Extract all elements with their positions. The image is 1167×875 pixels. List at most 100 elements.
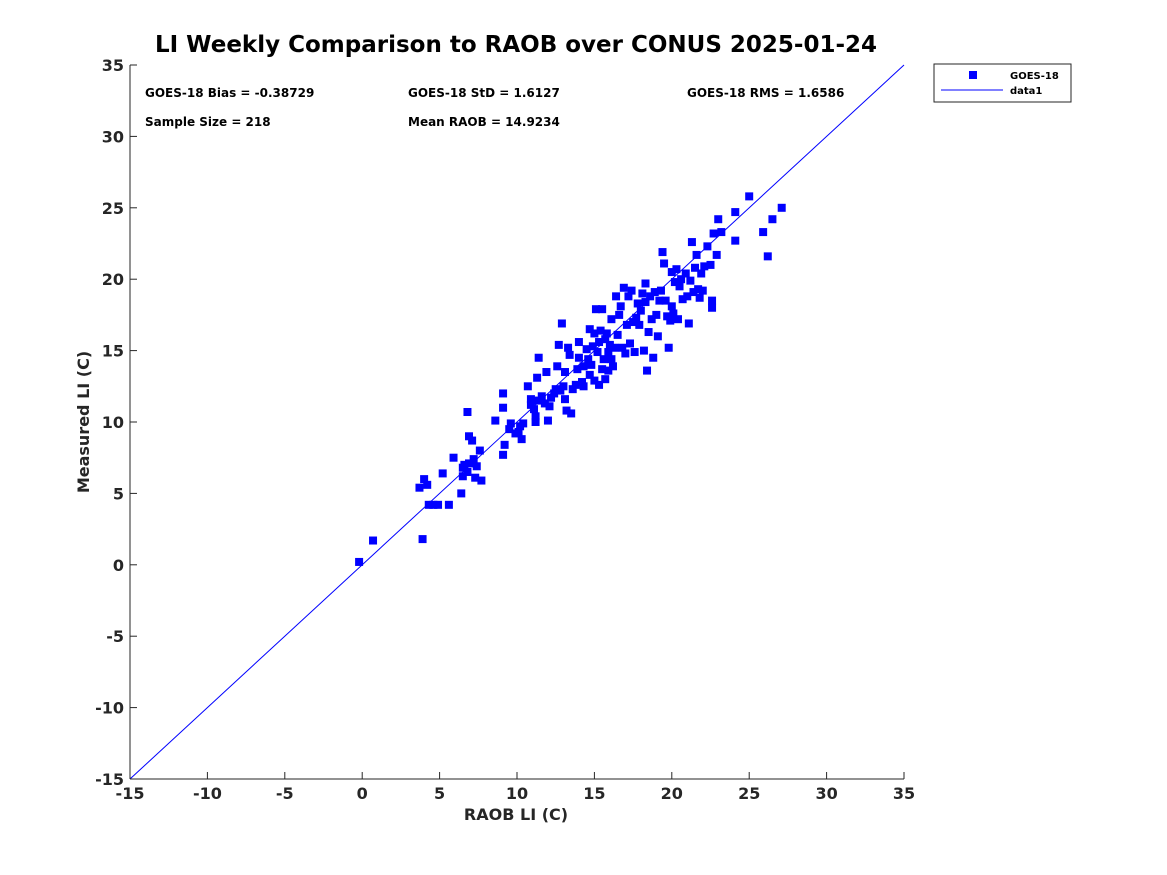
scatter-point — [706, 260, 715, 269]
scatter-point — [777, 203, 786, 212]
y-tick-label: 20 — [102, 270, 124, 289]
scatter-point — [463, 408, 472, 417]
chart-title: LI Weekly Comparison to RAOB over CONUS … — [155, 32, 877, 58]
scatter-point — [712, 250, 721, 259]
scatter-point — [550, 389, 559, 398]
scatter-point — [420, 475, 429, 484]
scatter-point — [687, 238, 696, 247]
scatter-point — [633, 299, 642, 308]
scatter-point — [643, 366, 652, 375]
scatter-point — [763, 252, 772, 261]
scatter-point — [369, 536, 378, 545]
scatter-point — [601, 375, 610, 384]
scatter-point — [656, 286, 665, 295]
scatter-point — [604, 366, 613, 375]
x-tick-label: -5 — [276, 784, 294, 803]
scatter-point — [692, 250, 701, 259]
scatter-point — [573, 365, 582, 374]
scatter-point — [669, 309, 678, 318]
scatter-point — [429, 500, 438, 509]
scatter-point — [641, 279, 650, 288]
scatter-point — [655, 296, 664, 305]
axes: -15 -10 -5 0 5 10 15 20 25 30 35 -15 -10 -5 0 5 10 15 20 2… — [95, 56, 915, 803]
scatter-point — [695, 293, 704, 302]
scatter-point — [653, 332, 662, 341]
y-tick-label: 30 — [102, 127, 124, 146]
scatter-point — [505, 425, 514, 434]
scatter-point — [714, 215, 723, 224]
scatter-point — [700, 262, 709, 271]
scatter-point — [545, 402, 554, 411]
scatter-point — [551, 385, 560, 394]
scatter-point — [691, 263, 700, 272]
y-ticks: -15 -10 -5 0 5 10 15 20 25 30 35 — [95, 56, 137, 789]
legend-label-goes18: GOES-18 — [1010, 71, 1059, 82]
y-axis-label: Measured LI (C) — [74, 351, 93, 493]
scatter-point — [585, 370, 594, 379]
scatter-point — [598, 365, 607, 374]
scatter-point — [684, 319, 693, 328]
scatter-point — [415, 483, 424, 492]
scatter-point — [543, 416, 552, 425]
x-tick-label: 5 — [434, 784, 445, 803]
legend: GOES-18 data1 — [933, 63, 1072, 103]
legend-marker-goes18 — [969, 71, 977, 79]
scatter-point — [560, 368, 569, 377]
scatter-point — [646, 292, 655, 301]
stat-std: GOES-18 StD = 1.6127 — [408, 86, 560, 100]
scatter-point — [607, 355, 616, 364]
scatter-point — [418, 535, 427, 544]
scatter-point — [463, 467, 472, 476]
scatter-point — [660, 259, 669, 268]
x-axis-label: RAOB LI (C) — [464, 805, 568, 824]
scatter-point — [579, 382, 588, 391]
scatter-point — [626, 339, 635, 348]
scatter-point — [759, 228, 768, 237]
x-tick-label: 10 — [506, 784, 528, 803]
scatter-point — [542, 368, 551, 377]
scatter-point — [475, 446, 484, 455]
scatter-point — [587, 360, 596, 369]
stats-annotations: GOES-18 Bias = -0.38729 GOES-18 StD = 1.… — [145, 86, 844, 129]
scatter-point — [647, 315, 656, 324]
scatter-point — [506, 419, 515, 428]
scatter-point — [598, 305, 607, 314]
scatter-point — [591, 305, 600, 314]
scatter-point — [499, 450, 508, 459]
scatter-point — [559, 382, 568, 391]
scatter-point — [554, 340, 563, 349]
scatter-point — [468, 436, 477, 445]
scatter-point — [644, 328, 653, 337]
scatter-point — [638, 289, 647, 298]
scatter-point — [616, 302, 625, 311]
scatter-point — [678, 295, 687, 304]
scatter-point — [500, 440, 509, 449]
scatter-point — [458, 472, 467, 481]
scatter-point — [526, 400, 535, 409]
scatter-point — [477, 476, 486, 485]
scatter-point — [523, 382, 532, 391]
scatter-point — [531, 412, 540, 421]
scatter-point — [595, 338, 604, 347]
scatter-point — [564, 343, 573, 352]
scatter-point — [579, 362, 588, 371]
scatter-point — [533, 396, 542, 405]
scatter-point — [605, 340, 614, 349]
plot-area — [129, 64, 905, 780]
scatter-point — [731, 236, 740, 245]
scatter-point — [608, 362, 617, 371]
scatter-point — [582, 345, 591, 354]
scatter-point — [694, 285, 703, 294]
scatter-point — [423, 480, 432, 489]
scatter-point — [596, 326, 605, 335]
y-tick-label: 35 — [102, 56, 124, 75]
scatter-point — [666, 316, 675, 325]
scatter-point — [534, 353, 543, 362]
scatter-point — [574, 338, 583, 347]
scatter-point — [610, 343, 619, 352]
scatter-point — [514, 427, 523, 436]
scatter-point — [698, 286, 707, 295]
scatter-point — [460, 460, 469, 469]
scatter-point — [471, 473, 480, 482]
